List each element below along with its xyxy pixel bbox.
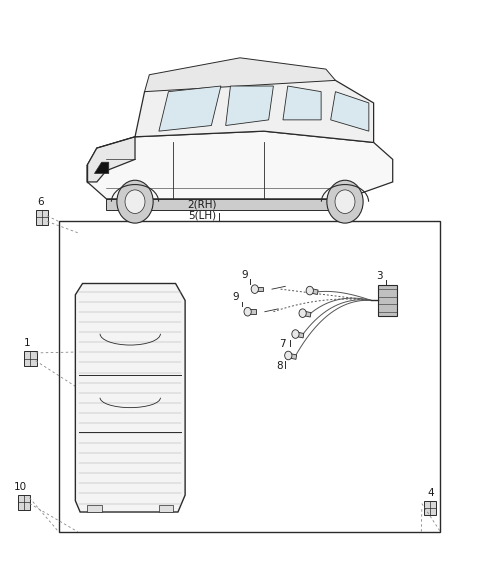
Polygon shape bbox=[297, 332, 304, 338]
Bar bbox=[159, 505, 173, 512]
Circle shape bbox=[251, 285, 258, 294]
Polygon shape bbox=[257, 287, 263, 291]
Polygon shape bbox=[283, 86, 321, 120]
Bar bbox=[24, 351, 36, 366]
Text: 1: 1 bbox=[24, 338, 31, 348]
Bar bbox=[424, 501, 436, 515]
Text: 4: 4 bbox=[427, 488, 434, 498]
Text: 6: 6 bbox=[37, 197, 44, 208]
Circle shape bbox=[335, 190, 355, 214]
Text: 5(LH): 5(LH) bbox=[188, 210, 216, 221]
Circle shape bbox=[299, 309, 306, 318]
Polygon shape bbox=[304, 311, 311, 317]
Bar bbox=[36, 210, 48, 225]
Bar bbox=[378, 285, 396, 316]
Polygon shape bbox=[312, 289, 318, 294]
Circle shape bbox=[125, 190, 145, 214]
Bar bbox=[87, 505, 102, 512]
Polygon shape bbox=[107, 199, 345, 210]
Circle shape bbox=[244, 307, 251, 316]
Circle shape bbox=[117, 180, 153, 223]
Text: 3: 3 bbox=[376, 271, 383, 281]
Text: 2(RH): 2(RH) bbox=[187, 200, 216, 209]
Circle shape bbox=[306, 286, 313, 295]
Text: 9: 9 bbox=[233, 293, 240, 302]
Text: 8: 8 bbox=[276, 361, 282, 371]
Polygon shape bbox=[331, 92, 369, 131]
Circle shape bbox=[327, 180, 363, 223]
Polygon shape bbox=[135, 69, 373, 142]
Polygon shape bbox=[226, 86, 274, 125]
Text: 10: 10 bbox=[14, 483, 27, 492]
Polygon shape bbox=[95, 162, 109, 174]
Circle shape bbox=[292, 330, 299, 338]
Polygon shape bbox=[144, 58, 336, 92]
Bar bbox=[59, 222, 441, 532]
Polygon shape bbox=[290, 354, 297, 359]
Text: 9: 9 bbox=[241, 270, 248, 280]
Polygon shape bbox=[250, 310, 256, 314]
Polygon shape bbox=[159, 86, 221, 131]
Polygon shape bbox=[87, 137, 135, 182]
Text: 7: 7 bbox=[279, 338, 286, 349]
Polygon shape bbox=[75, 284, 185, 512]
Polygon shape bbox=[87, 131, 393, 199]
Bar bbox=[18, 495, 31, 510]
Circle shape bbox=[285, 351, 292, 360]
